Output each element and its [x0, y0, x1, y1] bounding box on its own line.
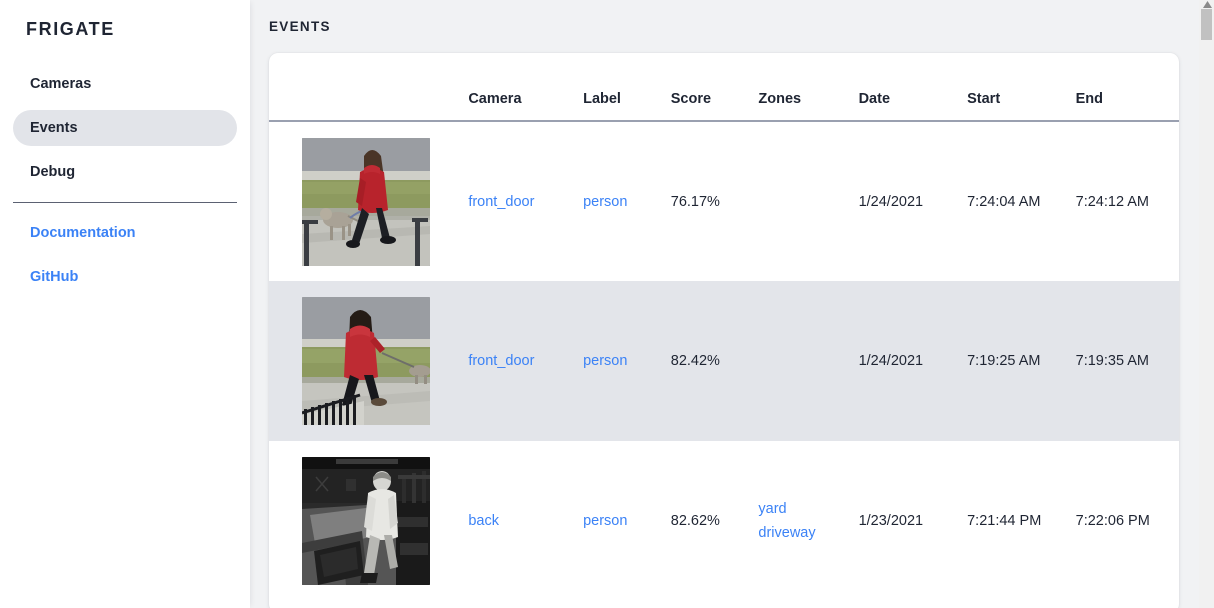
column-header-date: Date	[858, 53, 968, 122]
event-date-value: 1/24/2021	[858, 353, 924, 369]
events-card: Camera Label Score Zones Date Start End	[269, 53, 1179, 608]
sidebar-nav: Cameras Events Debug	[0, 66, 250, 190]
event-camera-cell[interactable]: front_door	[468, 121, 583, 281]
sidebar: FRIGATE Cameras Events Debug Documentati…	[0, 0, 250, 608]
column-header-zones: Zones	[758, 53, 859, 122]
column-header-score: Score	[670, 53, 759, 122]
event-score-value: 76.17%	[670, 193, 720, 210]
event-label-link[interactable]: person	[583, 353, 628, 369]
sidebar-divider	[13, 202, 237, 203]
event-thumbnail-image[interactable]	[302, 297, 430, 425]
event-date-value: 1/23/2021	[858, 513, 924, 529]
event-date-cell: 1/24/2021	[859, 121, 968, 281]
events-table-body: front_door person 76.17% 1/24/2021	[269, 121, 1179, 601]
event-zone-link-driveway[interactable]: driveway	[758, 525, 816, 541]
event-camera-cell[interactable]: back	[468, 441, 583, 601]
event-label-link[interactable]: person	[583, 513, 628, 529]
event-start-value: 7:24:04 AM	[967, 193, 1041, 210]
event-end-cell: 7:24:12 AM	[1076, 121, 1179, 281]
event-start-cell: 7:19:25 AM	[967, 281, 1076, 441]
main-content: EVENTS Camera Label Score Zones Date Sta…	[250, 0, 1214, 608]
app-brand-title: FRIGATE	[26, 19, 115, 39]
event-end-value: 7:19:35 AM	[1075, 353, 1149, 369]
table-row[interactable]: front_door person 82.42% 1/24/2021	[269, 281, 1179, 441]
event-label-link[interactable]: person	[583, 193, 628, 210]
event-zones-cell: yard driveway	[758, 441, 858, 601]
event-thumbnail-image[interactable]	[302, 137, 430, 266]
page-title: EVENTS	[269, 19, 331, 34]
event-thumbnail-image[interactable]	[302, 457, 430, 585]
event-camera-link[interactable]: back	[468, 513, 499, 529]
column-header-thumbnail	[269, 53, 469, 122]
column-header-start: Start	[967, 53, 1076, 122]
sidebar-link-documentation[interactable]: Documentation	[30, 225, 136, 241]
sidebar-item-cameras[interactable]: Cameras	[30, 76, 92, 92]
event-camera-cell[interactable]: front_door	[468, 281, 584, 441]
event-camera-link[interactable]: front_door	[468, 353, 535, 369]
events-table-head: Camera Label Score Zones Date Start End	[269, 53, 1179, 122]
event-score-cell: 82.42%	[670, 281, 759, 441]
event-zones-cell	[758, 281, 859, 441]
events-table-header-row: Camera Label Score Zones Date Start End	[269, 53, 1179, 122]
event-start-value: 7:19:25 AM	[967, 353, 1041, 369]
sidebar-item-events[interactable]: Events	[13, 110, 237, 146]
event-end-value: 7:24:12 AM	[1075, 193, 1149, 210]
sidebar-external-links: Documentation GitHub	[0, 218, 250, 292]
scroll-up-arrow-icon[interactable]	[1203, 1, 1212, 8]
event-end-cell: 7:22:06 PM	[1076, 441, 1179, 601]
event-end-value: 7:22:06 PM	[1075, 513, 1150, 529]
event-zone-link-yard[interactable]: yard	[758, 501, 787, 517]
column-header-camera: Camera	[468, 53, 584, 122]
event-camera-link[interactable]: front_door	[468, 193, 535, 210]
event-date-cell: 1/23/2021	[859, 441, 968, 601]
page-scrollbar[interactable]	[1199, 0, 1214, 608]
event-start-value: 7:21:44 PM	[967, 513, 1042, 529]
table-row[interactable]: front_door person 76.17% 1/24/2021	[269, 121, 1179, 281]
event-label-cell[interactable]: person	[583, 281, 671, 441]
event-date-value: 1/24/2021	[858, 193, 924, 210]
event-zones-cell	[758, 121, 858, 281]
event-start-cell: 7:21:44 PM	[967, 441, 1076, 601]
event-score-cell: 82.62%	[671, 441, 759, 601]
event-date-cell: 1/24/2021	[858, 281, 968, 441]
event-score-value: 82.62%	[670, 513, 720, 529]
event-end-cell: 7:19:35 AM	[1075, 281, 1179, 441]
event-label-cell[interactable]: person	[583, 121, 671, 281]
event-start-cell: 7:24:04 AM	[967, 121, 1076, 281]
events-table: Camera Label Score Zones Date Start End	[269, 53, 1179, 601]
sidebar-link-github[interactable]: GitHub	[30, 269, 79, 285]
event-thumbnail-cell[interactable]	[269, 121, 468, 281]
column-header-end: End	[1075, 53, 1179, 122]
event-score-cell: 76.17%	[671, 121, 759, 281]
event-label-cell[interactable]: person	[583, 441, 671, 601]
column-header-label: Label	[583, 53, 671, 122]
event-thumbnail-cell[interactable]	[269, 441, 468, 601]
event-thumbnail-cell[interactable]	[269, 281, 469, 441]
sidebar-item-debug[interactable]: Debug	[30, 164, 76, 180]
event-score-value: 82.42%	[670, 353, 720, 369]
table-row[interactable]: back person 82.62% yard driveway	[269, 441, 1179, 601]
scrollbar-thumb[interactable]	[1201, 9, 1212, 40]
